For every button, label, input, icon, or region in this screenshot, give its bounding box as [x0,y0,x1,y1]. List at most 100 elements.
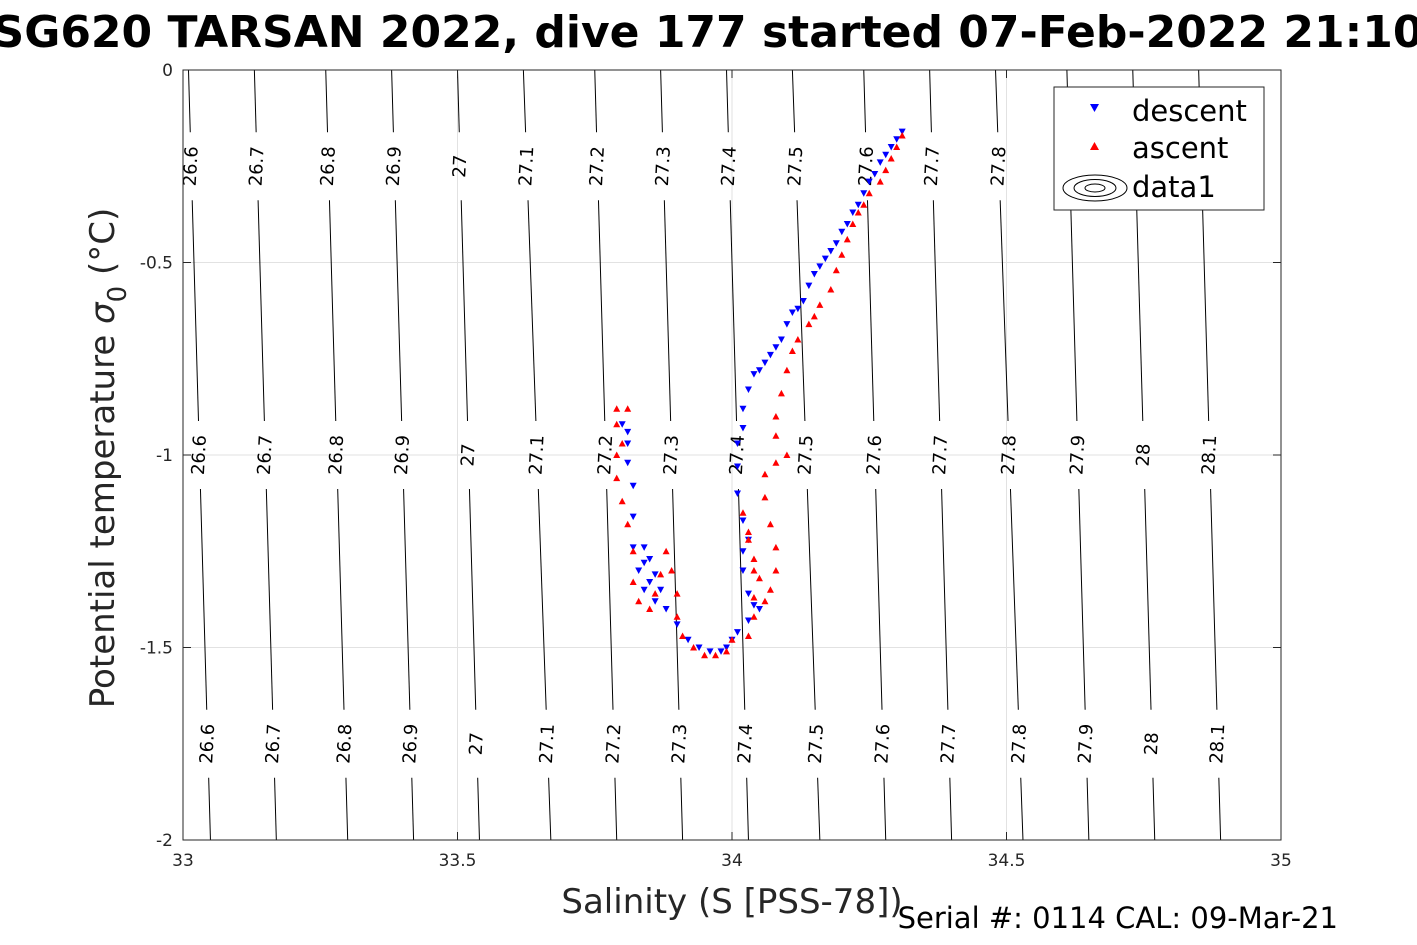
contour-line-6-3 [614,777,618,841]
ascent-point-50 [657,570,665,578]
contour-line-4-2 [468,488,477,710]
descent-point-48 [684,636,692,644]
ascent-point-15 [805,320,813,328]
contour-line-5-0 [522,69,527,133]
ascent-point-59 [613,451,621,458]
contour-label-1-2: 26.7 [262,723,285,764]
contour-line-3-3 [411,777,415,841]
contour-line-9-3 [817,777,821,841]
ascent-point-19 [777,389,785,397]
ascent-point-13 [816,301,824,308]
descent-point-5 [871,170,879,178]
contour-line-8-3 [746,777,749,841]
ascent-point-52 [646,605,654,612]
legend: descent ascent data1 [1053,86,1265,211]
contour-label-11-1: 27.7 [929,434,952,475]
contour-line-7-3 [680,777,684,841]
contour-line-1-1 [257,200,265,422]
descent-point-15 [816,263,824,270]
contour-label-9-2: 27.5 [805,723,828,764]
contour-line-7-2 [672,488,680,710]
contour-label-3-0: 26.9 [383,146,406,187]
contour-label-9-0: 27.5 [784,146,807,187]
descent-point-60 [629,544,637,551]
contour-line-12-2 [1009,488,1019,710]
ascent-point-55 [629,547,637,555]
contour-label-15-1: 28.1 [1198,434,1221,475]
ascent-point-6 [860,201,868,208]
axis-ticks: 33 33.5 34 34.5 35 0 -0.5 -1 -1.5 -2 [140,61,1292,871]
contour-label-1-1: 26.7 [254,434,277,475]
contour-line-10-0 [863,69,867,133]
ascent-point-41 [723,647,731,655]
x-tick-label-1: 33.5 [439,851,477,871]
x-axis-label: Salinity (S [PSS-78]) [561,882,902,922]
contour-label-14-1: 28 [1133,443,1155,467]
contour-line-6-2 [606,488,614,710]
ascent-point-12 [827,285,835,293]
contour-label-3-1: 26.9 [391,434,414,475]
contour-line-4-1 [460,200,469,422]
ascent-point-17 [788,347,796,355]
descent-point-41 [744,617,752,625]
descent-point-45 [717,648,725,655]
ascent-point-48 [668,567,676,574]
ascent-point-1 [893,143,901,150]
contour-line-2-2 [337,488,345,710]
descent-point-49 [673,621,681,628]
contour-label-2-0: 26.8 [317,146,340,187]
chart-title: SG620 TARSAN 2022, dive 177 started 07-F… [0,7,1417,58]
contour-line-7-0 [660,69,663,133]
ascent-point-14 [810,312,818,320]
contour-line-13-1 [1070,200,1078,422]
descent-point-50 [662,606,670,613]
y-tick-label-4: -2 [156,831,173,851]
contour-line-9-0 [791,69,796,133]
contour-label-13-1: 27.9 [1066,434,1089,475]
descent-point-0 [898,128,906,136]
ascent-point-44 [690,644,698,651]
serial-cal-footer: Serial #: 0114 CAL: 09-Mar-21 [898,901,1338,935]
contour-line-13-2 [1078,488,1086,710]
contour-line-14-2 [1144,488,1152,710]
descent-point-7 [860,190,868,197]
ascent-point-10 [838,251,846,258]
contour-label-10-2: 27.6 [871,723,894,764]
descent-point-8 [854,201,862,209]
x-tick-label-4: 35 [1270,851,1292,871]
contour-label-11-0: 27.7 [921,146,944,187]
descent-point-30 [739,425,747,432]
contour-label-8-0: 27.4 [718,146,741,187]
descent-point-55 [640,559,648,567]
contour-label-7-2: 27.3 [668,723,691,764]
contour-line-3-0 [391,69,394,133]
contour-label-0-0: 26.6 [180,146,203,187]
contour-label-10-0: 27.6 [855,146,878,187]
descent-point-40 [755,606,763,613]
descent-point-16 [810,271,818,278]
ascent-point-56 [624,520,632,528]
descent-point-23 [772,344,780,351]
ascent-point-20 [772,413,780,420]
ascent-point-16 [794,336,802,343]
contour-line-0-3 [208,777,211,841]
descent-point-39 [750,602,758,609]
ascent-point-28 [772,567,780,574]
ascent-point-61 [613,420,621,428]
ascent-point-58 [613,474,621,482]
y-tick-label-3: -1.5 [140,639,173,659]
contour-line-4-0 [457,69,460,133]
contour-label-6-2: 27.2 [602,723,625,764]
contour-label-5-2: 27.1 [536,723,559,764]
descent-point-26 [755,367,763,374]
ascent-point-43 [701,651,709,659]
descent-point-59 [635,567,643,574]
contour-label-8-1: 27.4 [726,434,749,475]
legend-label-descent: descent [1132,94,1247,128]
ascent-point-26 [766,520,774,528]
ascent-point-8 [849,220,857,227]
descent-point-4 [876,159,884,166]
descent-point-65 [624,428,632,436]
ascent-point-49 [662,547,670,555]
contour-line-2-0 [325,69,329,133]
